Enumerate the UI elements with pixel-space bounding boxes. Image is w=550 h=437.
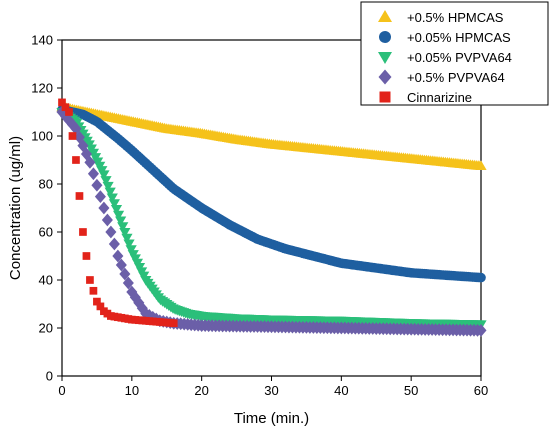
data-point — [77, 139, 89, 152]
data-point — [75, 192, 84, 200]
data-point — [126, 285, 138, 299]
legend-marker — [379, 31, 391, 43]
legend-label: Cinnarizine — [407, 90, 472, 105]
legend-item: +0.5% HPMCAS — [378, 10, 504, 25]
legend-box — [360, 1, 549, 106]
data-point — [117, 222, 129, 232]
data-point — [93, 297, 101, 306]
legend-marker — [378, 69, 392, 85]
legend-label: +0.05% PVPVA64 — [407, 50, 512, 65]
x-tick-label: 20 — [194, 383, 208, 398]
legend-item: +0.05% PVPVA64 — [378, 50, 512, 65]
series-3 — [56, 105, 487, 337]
data-point — [98, 170, 110, 180]
data-point — [100, 176, 112, 186]
data-point — [101, 213, 113, 227]
data-point — [115, 258, 127, 272]
data-point — [123, 239, 135, 250]
x-tick-label: 40 — [334, 383, 348, 398]
legend-marker — [379, 91, 391, 103]
y-tick-label: 40 — [39, 273, 53, 288]
data-point — [61, 103, 70, 112]
data-point — [112, 210, 125, 221]
legend: +0.5% HPMCAS +0.05% HPMCAS +0.05% PVPVA64 +… — [360, 1, 549, 106]
data-point — [108, 199, 120, 209]
legend-item: +0.5% PVPVA64 — [378, 69, 505, 85]
legend-marker — [378, 52, 392, 64]
data-point — [476, 272, 486, 283]
y-tick-label: 100 — [31, 129, 53, 144]
data-point — [104, 187, 116, 198]
data-point — [106, 193, 118, 204]
series-4 — [58, 98, 178, 328]
data-point — [475, 324, 487, 337]
data-point — [115, 216, 127, 227]
data-point — [65, 108, 73, 116]
data-point — [119, 228, 131, 238]
x-tick-label: 0 — [58, 383, 65, 398]
data-point — [108, 237, 120, 251]
data-marks — [56, 98, 487, 337]
y-tick-label: 140 — [31, 33, 53, 48]
data-point — [475, 160, 487, 170]
series-2 — [56, 108, 487, 330]
data-point — [87, 167, 99, 181]
data-point — [98, 201, 110, 215]
x-axis-label: Time (min.) — [234, 410, 309, 427]
data-point — [112, 249, 124, 263]
x-tick-label: 10 — [125, 383, 139, 398]
data-point — [79, 228, 87, 236]
data-point — [68, 132, 77, 140]
legend-label: +0.5% PVPVA64 — [407, 70, 505, 85]
data-point — [119, 267, 131, 281]
data-point — [102, 181, 114, 192]
data-point — [129, 291, 141, 304]
data-point — [105, 225, 117, 239]
y-tick-label: 60 — [39, 225, 53, 240]
legend-item: Cinnarizine — [379, 90, 472, 105]
legend-marker — [378, 10, 392, 22]
data-point — [84, 156, 96, 169]
data-point — [66, 118, 78, 131]
data-point — [121, 233, 133, 244]
tick-labels: 0 10 20 30 40 50 60 0 20 40 60 80 100 120 140 — [31, 33, 488, 399]
y-tick-label: 80 — [39, 177, 53, 192]
data-point — [72, 156, 80, 164]
x-tick-label: 30 — [264, 383, 278, 398]
y-tick-label: 0 — [46, 369, 53, 384]
data-point — [89, 286, 98, 295]
x-tick-label: 60 — [474, 383, 488, 398]
data-point — [82, 252, 91, 260]
data-point — [169, 319, 178, 328]
data-point — [70, 122, 82, 136]
axes — [57, 39, 482, 381]
data-point — [96, 302, 105, 311]
data-point — [94, 190, 106, 203]
legend-item: +0.05% HPMCAS — [379, 30, 511, 45]
data-point — [110, 204, 123, 215]
x-tick-label: 50 — [404, 383, 418, 398]
data-point — [122, 276, 134, 290]
data-point — [86, 276, 94, 284]
legend-label: +0.05% HPMCAS — [407, 30, 511, 45]
legend-label: +0.5% HPMCAS — [407, 10, 504, 25]
data-point — [58, 98, 66, 107]
data-point — [63, 114, 75, 127]
y-tick-label: 20 — [39, 321, 53, 336]
y-axis-label: Concentration (ug/ml) — [7, 136, 24, 280]
data-point — [91, 178, 103, 192]
y-tick-label: 120 — [31, 81, 53, 96]
